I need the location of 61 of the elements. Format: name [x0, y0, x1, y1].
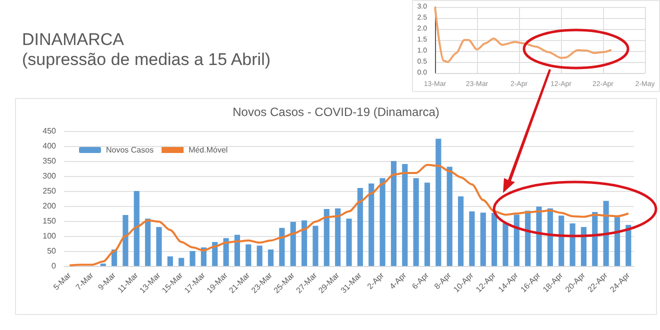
bar [302, 220, 308, 266]
bar [536, 206, 542, 266]
bar [413, 178, 419, 266]
bar [335, 208, 341, 266]
bar [502, 223, 508, 266]
bar [324, 209, 330, 266]
bar [145, 218, 151, 266]
line-series [68, 164, 630, 266]
bar [212, 242, 218, 266]
bar [558, 216, 564, 266]
bar [626, 224, 632, 266]
bar [368, 184, 374, 266]
bar [256, 246, 262, 266]
bar [603, 200, 609, 266]
y-tick-label: 250 [42, 186, 57, 196]
bar [156, 227, 162, 266]
bar [492, 212, 498, 266]
y-tick-label: 450 [42, 126, 57, 136]
y-tick-label: 400 [42, 142, 57, 150]
bar [614, 217, 620, 266]
y-tick-label: 150 [42, 216, 57, 226]
chart-title: Novos Casos - COVID-19 (Dinamarca) [232, 105, 440, 119]
bar [346, 218, 352, 266]
y-tick-label: 200 [42, 202, 57, 210]
bar [514, 214, 520, 266]
bar [178, 258, 184, 266]
text: (supressão de medias a 15 Abril) [22, 50, 272, 70]
y-tick-label: 300 [42, 172, 57, 180]
bar [458, 196, 464, 266]
legend-label: Novos Casos [106, 146, 154, 154]
bar [122, 215, 128, 266]
bar [424, 182, 430, 266]
bar [268, 250, 274, 266]
y-tick-label: 350 [42, 156, 57, 166]
bar [570, 223, 576, 266]
bar [357, 188, 363, 266]
bar [547, 208, 553, 266]
bar [436, 138, 442, 266]
bar [446, 166, 452, 266]
bar [402, 164, 408, 266]
text: DINAMARCA [22, 30, 126, 50]
bar [380, 178, 386, 266]
y-tick-label: 50 [47, 246, 57, 256]
bar [134, 191, 140, 266]
bar [223, 238, 229, 266]
line-series [434, 6, 612, 63]
bar [525, 210, 531, 266]
bar [190, 251, 196, 266]
y-tick-label: 100 [42, 232, 57, 240]
bar [312, 226, 318, 266]
bar [167, 256, 173, 266]
bar [234, 234, 240, 266]
bar [290, 222, 296, 266]
y-tick-label: 0 [52, 262, 57, 270]
bar [390, 161, 396, 266]
bar [580, 227, 586, 266]
legend-label: Méd.Móvel [188, 146, 228, 154]
bar [480, 212, 486, 266]
bar [279, 228, 285, 266]
bar [246, 244, 252, 266]
bar [469, 211, 475, 266]
